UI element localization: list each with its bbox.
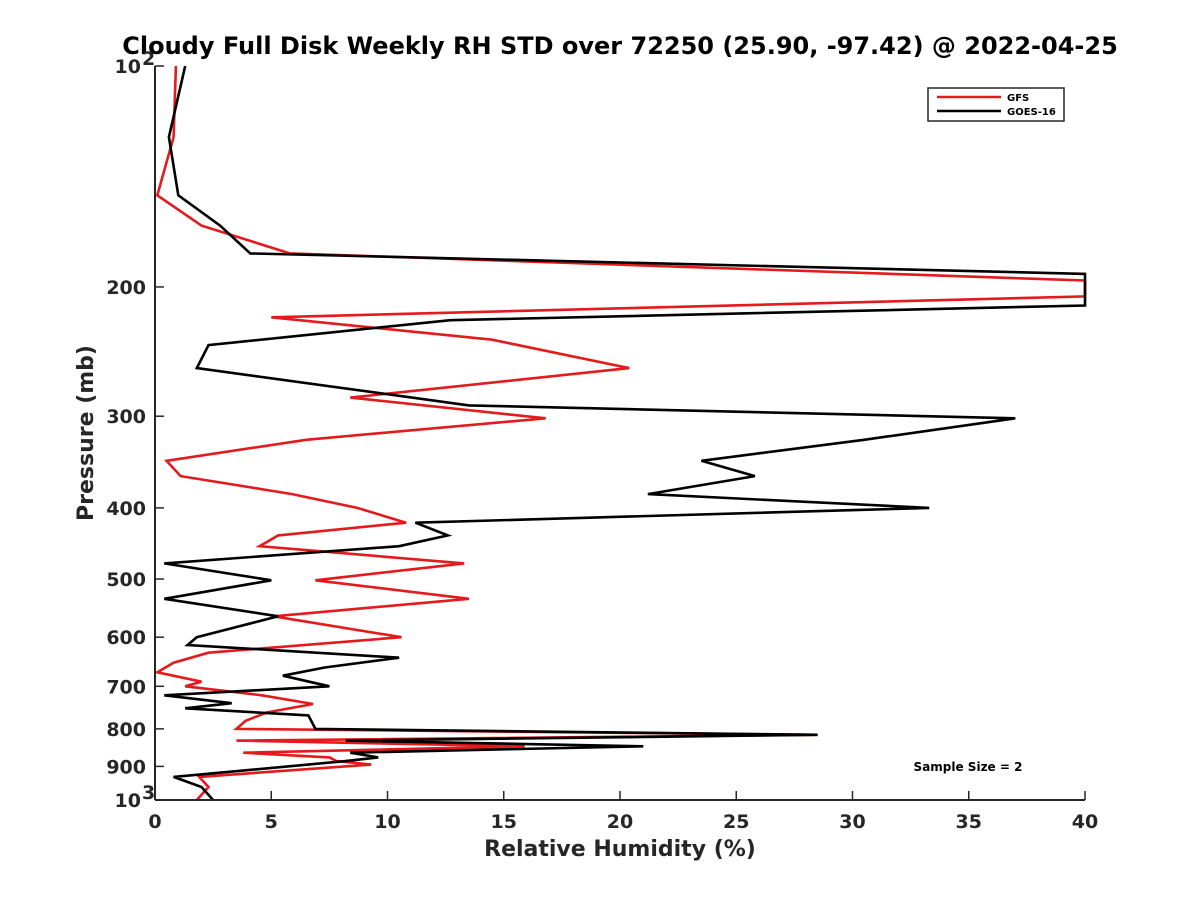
sample-size-annotation: Sample Size = 2 [914, 760, 1023, 774]
y-tick-label: 500 [106, 569, 146, 591]
legend: GFS GOES-16 [927, 87, 1065, 122]
x-axis-label: Relative Humidity (%) [484, 837, 756, 862]
x-tick-label: 35 [956, 811, 982, 833]
plot-area [153, 65, 1087, 801]
x-tick-label: 20 [607, 811, 633, 833]
axes [154, 66, 1085, 801]
legend-label-gfs: GFS [1007, 93, 1029, 104]
y-tick-label: 900 [106, 756, 146, 778]
y-tick-label: 400 [106, 498, 146, 520]
series-line-gfs [153, 65, 1087, 801]
chart-title: Cloudy Full Disk Weekly RH STD over 7225… [122, 32, 1118, 60]
y-tick-exponent: 2 [142, 48, 155, 70]
x-tick-label: 40 [1072, 811, 1098, 833]
y-tick-exponent: 3 [142, 782, 155, 804]
y-tick-label: 600 [106, 627, 146, 649]
legend-label-goes16: GOES-16 [1007, 107, 1056, 118]
x-tick-label: 5 [265, 811, 278, 833]
x-tick-label: 15 [491, 811, 517, 833]
y-tick-label: 200 [106, 277, 146, 299]
x-tick-label: 0 [148, 811, 161, 833]
y-axis-label: Pressure (mb) [74, 345, 99, 521]
y-tick-label: 800 [106, 719, 146, 741]
series-line-goes16 [164, 65, 1087, 801]
legend-box [927, 87, 1065, 122]
y-tick-label: 300 [106, 406, 146, 428]
y-tick-label: 700 [106, 676, 146, 698]
x-tick-label: 25 [723, 811, 749, 833]
x-tick-label: 10 [374, 811, 400, 833]
y-tick-label: 10 [115, 790, 141, 812]
y-tick-label: 10 [115, 56, 141, 78]
x-tick-label: 30 [839, 811, 865, 833]
